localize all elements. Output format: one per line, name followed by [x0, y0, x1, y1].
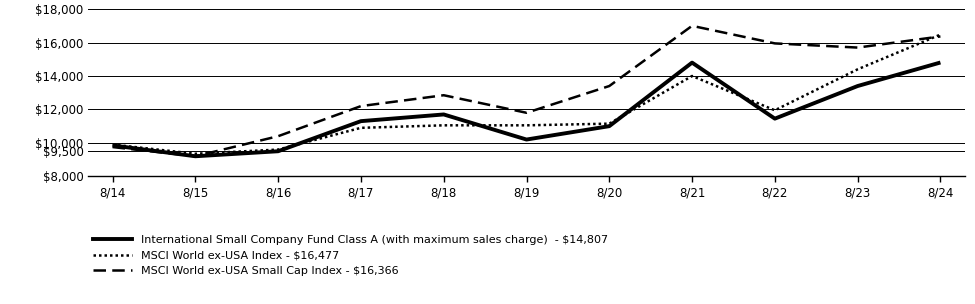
- Legend: International Small Company Fund Class A (with maximum sales charge)  - $14,807,: International Small Company Fund Class A…: [94, 235, 608, 276]
